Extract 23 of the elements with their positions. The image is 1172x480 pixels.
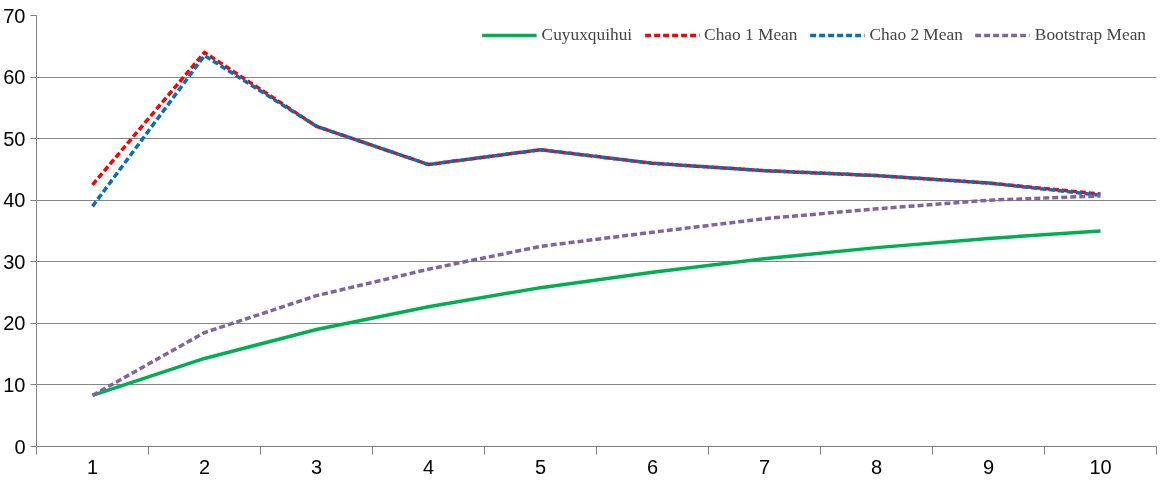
- y-tick-label: 20: [3, 312, 26, 335]
- x-tick-label: 4: [422, 455, 435, 478]
- x-tick-label: 1: [86, 455, 99, 478]
- legend-label: Bootstrap Mean: [1034, 25, 1146, 45]
- y-tick-label: 70: [3, 4, 26, 27]
- x-tick-label: 9: [982, 455, 995, 478]
- y-tick-label: 10: [3, 373, 26, 396]
- x-tick-label: 3: [310, 455, 323, 478]
- x-tick-label: 2: [198, 455, 211, 478]
- x-tick-label: 7: [758, 455, 771, 478]
- x-tick-label: 8: [870, 455, 883, 478]
- y-tick-label: 0: [14, 435, 26, 458]
- x-tick-label: 5: [534, 455, 547, 478]
- line-series: [90, 194, 1103, 398]
- x-tick-label: 10: [1089, 455, 1112, 478]
- x-tick-label: 6: [646, 455, 659, 478]
- y-tick-label: 60: [3, 66, 26, 89]
- y-tick-label: 50: [3, 127, 26, 150]
- y-tick-label: 40: [3, 189, 26, 212]
- y-tick-label: 30: [3, 250, 26, 273]
- legend-label: Cuyuxquihui: [541, 25, 633, 45]
- legend-label: Chao 2 Mean: [869, 25, 963, 45]
- legend-label: Chao 1 Mean: [704, 25, 798, 45]
